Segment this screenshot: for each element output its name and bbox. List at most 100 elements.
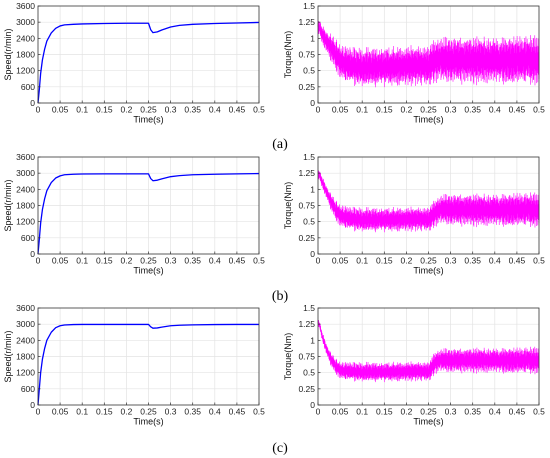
y-tick-label: 0	[310, 400, 315, 410]
y-tick-label: 0	[310, 98, 315, 108]
x-tick-label: 0.45	[229, 256, 246, 266]
x-tick-label: 0.45	[229, 407, 246, 417]
x-tick-label: 0.15	[96, 256, 113, 266]
x-axis-label: Time(s)	[413, 115, 443, 125]
y-tick-label: 1.25	[298, 319, 315, 329]
x-tick-label: 0.15	[96, 105, 113, 115]
x-tick-label: 0.4	[489, 256, 501, 266]
x-axis-label: Time(s)	[133, 266, 163, 276]
x-tick-label: 0	[36, 407, 41, 417]
x-tick-label: 0.25	[140, 105, 157, 115]
speed-series-line	[37, 21, 260, 104]
y-tick-label: 1800	[16, 201, 35, 211]
y-tick-label: 1	[310, 33, 315, 43]
y-tick-label: 0.75	[298, 201, 315, 211]
x-tick-label: 0.3	[445, 256, 457, 266]
chart-a-speed: 0 0.05 0.1 0.15 0.2 0.25 0.3 0.35 0.4 0.45 0.5 0 600…	[3, 1, 265, 125]
y-tick-label: 1800	[16, 352, 35, 362]
x-tick-label: 0	[36, 105, 41, 115]
y-tick-label: 1200	[16, 217, 35, 227]
x-tick-label: 0.25	[420, 105, 437, 115]
x-tick-label: 0.35	[464, 256, 481, 266]
x-axis-label: Time(s)	[133, 417, 163, 427]
speed-series-line	[37, 172, 260, 255]
y-tick-label: 1200	[16, 66, 35, 76]
x-tick-label: 0.25	[420, 256, 437, 266]
x-tick-label: 0.45	[229, 105, 246, 115]
x-tick-label: 0.4	[489, 105, 501, 115]
y-tick-label: 0.25	[298, 233, 315, 243]
x-tick-label: 0.1	[356, 256, 368, 266]
y-tick-label: 1200	[16, 368, 35, 378]
x-tick-label: 0.4	[209, 256, 221, 266]
x-tick-label: 0.25	[140, 256, 157, 266]
y-axis-label: Torque(Nm)	[283, 31, 293, 79]
x-tick-label: 0.2	[120, 407, 132, 417]
x-tick-label: 0.15	[96, 407, 113, 417]
chart-c-torque: 0 0.05 0.1 0.15 0.2 0.25 0.3 0.35 0.4 0.45 0.5 0 0.2…	[283, 303, 545, 427]
x-tick-label: 0.45	[509, 256, 526, 266]
y-tick-label: 1.25	[298, 17, 315, 27]
y-tick-label: 3600	[16, 1, 35, 11]
y-tick-label: 3000	[16, 319, 35, 329]
x-tick-label: 0.05	[332, 256, 349, 266]
chart-b-torque: 0 0.05 0.1 0.15 0.2 0.25 0.3 0.35 0.4 0.45 0.5 0 0.2…	[283, 152, 545, 276]
x-tick-label: 0.1	[356, 105, 368, 115]
y-tick-label: 2400	[16, 33, 35, 43]
y-tick-label: 2400	[16, 184, 35, 194]
x-tick-label: 0.15	[376, 407, 393, 417]
x-tick-label: 0	[316, 407, 321, 417]
x-tick-label: 0.4	[489, 407, 501, 417]
x-tick-label: 0.35	[184, 407, 201, 417]
speed-series-line	[37, 323, 259, 406]
x-tick-label: 0.05	[52, 256, 69, 266]
chart-a-torque: 0 0.05 0.1 0.15 0.2 0.25 0.3 0.35 0.4 0.45 0.5 0 0.2…	[283, 1, 545, 125]
x-tick-label: 0.05	[52, 407, 69, 417]
y-tick-label: 3600	[16, 152, 35, 162]
y-tick-label: 0.5	[303, 66, 315, 76]
caption-b: (b)	[272, 289, 289, 304]
y-tick-label: 1	[310, 184, 315, 194]
chart-b-speed: 0 0.05 0.1 0.15 0.2 0.25 0.3 0.35 0.4 0.45 0.5 0 600…	[3, 152, 265, 276]
x-tick-label: 0.2	[400, 105, 412, 115]
x-tick-label: 0.05	[332, 407, 349, 417]
y-tick-label: 1.5	[303, 1, 315, 11]
x-tick-label: 0.3	[165, 256, 177, 266]
x-tick-label: 0.05	[52, 105, 69, 115]
y-tick-label: 0	[310, 249, 315, 259]
y-tick-label: 0	[30, 249, 35, 259]
x-axis-label: Time(s)	[413, 417, 443, 427]
y-tick-label: 0.5	[303, 368, 315, 378]
panels: 0 0.05 0.1 0.15 0.2 0.25 0.3 0.35 0.4 0.45 0.5 0 600…	[3, 1, 545, 427]
x-tick-label: 0.2	[400, 256, 412, 266]
x-tick-label: 0.1	[76, 105, 88, 115]
x-tick-label: 0.5	[533, 256, 545, 266]
x-tick-label: 0.3	[445, 105, 457, 115]
y-tick-label: 0.75	[298, 352, 315, 362]
x-tick-label: 0.3	[165, 407, 177, 417]
x-tick-label: 0	[316, 105, 321, 115]
x-tick-label: 0.05	[332, 105, 349, 115]
x-tick-label: 0	[36, 256, 41, 266]
y-axis-label: Speed(r/min)	[3, 179, 13, 231]
y-tick-label: 2400	[16, 335, 35, 345]
y-axis-label: Speed(r/min)	[3, 28, 13, 80]
y-tick-label: 0.25	[298, 384, 315, 394]
x-tick-label: 0.35	[464, 407, 481, 417]
y-tick-label: 600	[21, 82, 35, 92]
x-tick-label: 0.35	[464, 105, 481, 115]
torque-series-line	[317, 319, 540, 383]
x-tick-label: 0.25	[140, 407, 157, 417]
x-tick-label: 0.1	[76, 256, 88, 266]
x-tick-label: 0.45	[509, 407, 526, 417]
x-tick-label: 0.3	[165, 105, 177, 115]
x-tick-label: 0.3	[445, 407, 457, 417]
x-tick-label: 0.2	[120, 105, 132, 115]
x-tick-label: 0.5	[253, 407, 265, 417]
y-tick-label: 1.5	[303, 303, 315, 313]
torque-series-line	[317, 20, 540, 88]
x-tick-label: 0.4	[209, 407, 221, 417]
y-axis-label: Speed(r/min)	[3, 330, 13, 382]
x-tick-label: 0.5	[253, 256, 265, 266]
